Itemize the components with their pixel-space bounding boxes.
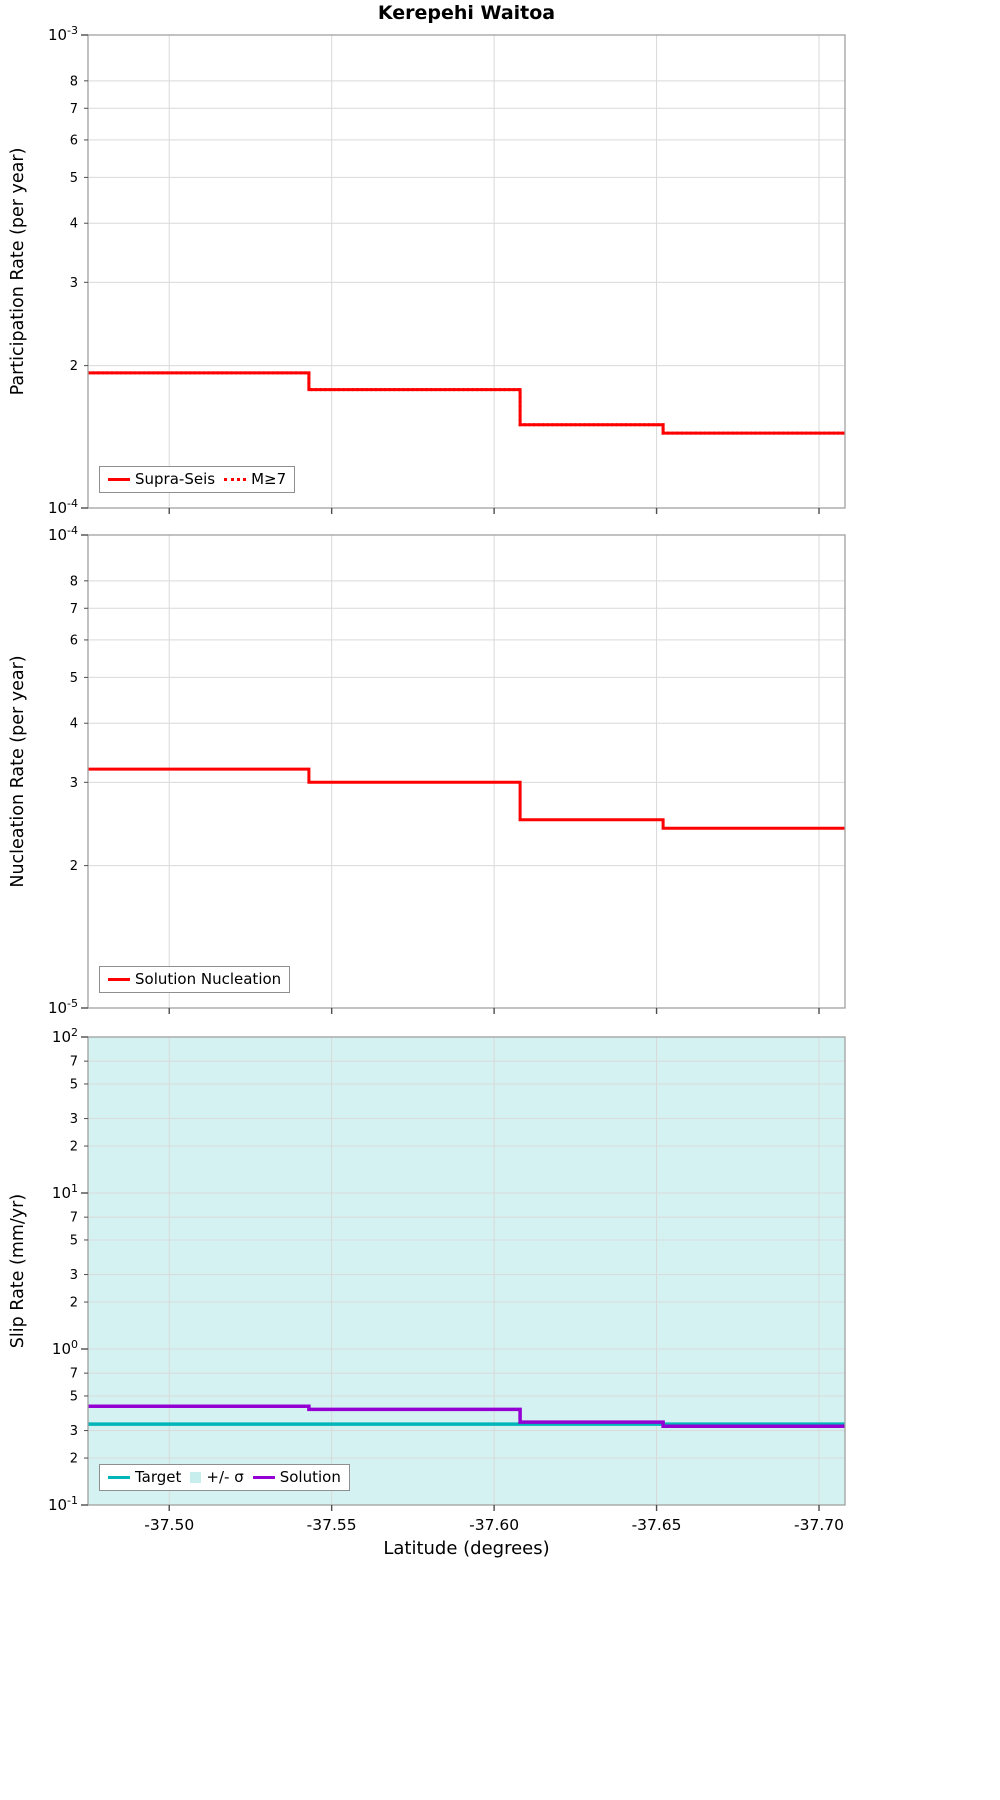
x-axis-label: Latitude (degrees) bbox=[383, 1538, 550, 1559]
legend-label-target: Target bbox=[135, 1468, 182, 1486]
legend-label-solution: Solution bbox=[279, 1468, 341, 1486]
m-ge-7-dotted-line-swatch-icon bbox=[224, 477, 247, 481]
svg-text:3: 3 bbox=[70, 1112, 78, 1127]
legend-item-sigma-band: +/- σ bbox=[190, 1468, 244, 1486]
svg-text:10-1: 10-1 bbox=[48, 1494, 78, 1514]
svg-text:2: 2 bbox=[70, 359, 78, 374]
svg-text:8: 8 bbox=[70, 574, 78, 589]
legend-label-m-ge-7: M≥7 bbox=[251, 470, 287, 488]
svg-text:6: 6 bbox=[70, 133, 78, 148]
svg-text:-37.60: -37.60 bbox=[469, 1516, 519, 1534]
figure-title: Kerepehi Waitoa bbox=[377, 2, 556, 24]
solution-line-swatch-icon bbox=[252, 1475, 275, 1479]
panel-nucleation: 10-4 8 7 6 5 4 3 2 10-5 bbox=[48, 524, 846, 1017]
target-line-swatch-icon bbox=[108, 1475, 130, 1479]
svg-text:100: 100 bbox=[52, 1338, 78, 1358]
svg-text:3: 3 bbox=[70, 1424, 78, 1439]
svg-text:7: 7 bbox=[70, 1367, 78, 1382]
y-axis-label-slip-rate: Slip Rate (mm/yr) bbox=[8, 1193, 28, 1349]
legend-label-sigma-band: +/- σ bbox=[206, 1468, 244, 1486]
legend-item-solution: Solution bbox=[252, 1468, 341, 1486]
svg-text:10-4: 10-4 bbox=[48, 497, 78, 517]
svg-text:-37.65: -37.65 bbox=[632, 1516, 682, 1534]
svg-text:10-4: 10-4 bbox=[48, 524, 78, 544]
series-solution bbox=[88, 1404, 845, 1428]
y-axis-label-participation: Participation Rate (per year) bbox=[8, 147, 28, 396]
svg-text:7: 7 bbox=[70, 1055, 78, 1070]
legend-participation: Supra-Seis M≥7 bbox=[99, 466, 296, 493]
svg-text:5: 5 bbox=[70, 671, 78, 686]
panel-participation: 10-3 8 7 6 5 4 3 2 10-4 bbox=[48, 24, 846, 517]
legend-label-supra-seis: Supra-Seis bbox=[135, 470, 216, 488]
svg-text:10-3: 10-3 bbox=[48, 24, 78, 44]
legend-item-target: Target bbox=[108, 1469, 181, 1486]
svg-text:2: 2 bbox=[70, 1452, 78, 1467]
svg-text:3: 3 bbox=[70, 776, 78, 791]
legend-nucleation: Solution Nucleation bbox=[99, 966, 291, 993]
legend-label-solution-nucleation: Solution Nucleation bbox=[135, 970, 282, 988]
gridlines-participation bbox=[88, 35, 845, 508]
svg-text:-37.50: -37.50 bbox=[144, 1516, 194, 1534]
y-axis-label-nucleation: Nucleation Rate (per year) bbox=[8, 655, 28, 888]
svg-text:8: 8 bbox=[70, 74, 78, 89]
solution-nucleation-line-swatch-icon bbox=[108, 977, 130, 981]
svg-text:7: 7 bbox=[70, 602, 78, 617]
svg-text:3: 3 bbox=[70, 276, 78, 291]
series-solution-nucleation bbox=[88, 767, 845, 830]
ticks-slip-rate: 102 7 5 3 2 101 7 5 3 2 100 7 5 3 2 10-1 -37.50 -37.55 -37… bbox=[48, 1026, 844, 1534]
svg-text:-37.70: -37.70 bbox=[794, 1516, 844, 1534]
legend-slip-rate: Target +/- σ Solution bbox=[99, 1464, 350, 1491]
svg-text:5: 5 bbox=[70, 1077, 78, 1092]
svg-text:2: 2 bbox=[70, 1140, 78, 1155]
svg-text:4: 4 bbox=[70, 217, 78, 232]
svg-text:2: 2 bbox=[70, 1296, 78, 1311]
svg-text:5: 5 bbox=[70, 1233, 78, 1248]
svg-text:3: 3 bbox=[70, 1268, 78, 1283]
svg-text:10-5: 10-5 bbox=[48, 997, 78, 1017]
legend-item-solution-nucleation: Solution Nucleation bbox=[108, 971, 281, 988]
panel-slip-rate: 102 7 5 3 2 101 7 5 3 2 100 7 5 3 2 10-1 -37.50 -37.55 -37… bbox=[48, 1026, 846, 1534]
svg-text:-37.55: -37.55 bbox=[307, 1516, 357, 1534]
svg-text:6: 6 bbox=[70, 633, 78, 648]
svg-text:7: 7 bbox=[70, 102, 78, 117]
svg-text:5: 5 bbox=[70, 171, 78, 186]
sigma-band-patch-icon bbox=[190, 1471, 202, 1483]
svg-text:101: 101 bbox=[52, 1182, 78, 1202]
supra-seis-line-swatch-icon bbox=[108, 477, 130, 481]
legend-item-supra-seis: Supra-Seis bbox=[108, 471, 215, 488]
svg-text:4: 4 bbox=[70, 717, 78, 732]
svg-text:7: 7 bbox=[70, 1211, 78, 1226]
ticks-participation: 10-3 8 7 6 5 4 3 2 10-4 bbox=[48, 24, 820, 517]
gridlines-slip-rate bbox=[88, 1037, 845, 1505]
svg-text:102: 102 bbox=[52, 1026, 78, 1046]
legend-item-m-ge-7: M≥7 bbox=[224, 471, 286, 488]
series-m-7 bbox=[88, 371, 845, 435]
ticks-nucleation: 10-4 8 7 6 5 4 3 2 10-5 bbox=[48, 524, 820, 1017]
svg-text:5: 5 bbox=[70, 1389, 78, 1404]
svg-text:2: 2 bbox=[70, 859, 78, 874]
